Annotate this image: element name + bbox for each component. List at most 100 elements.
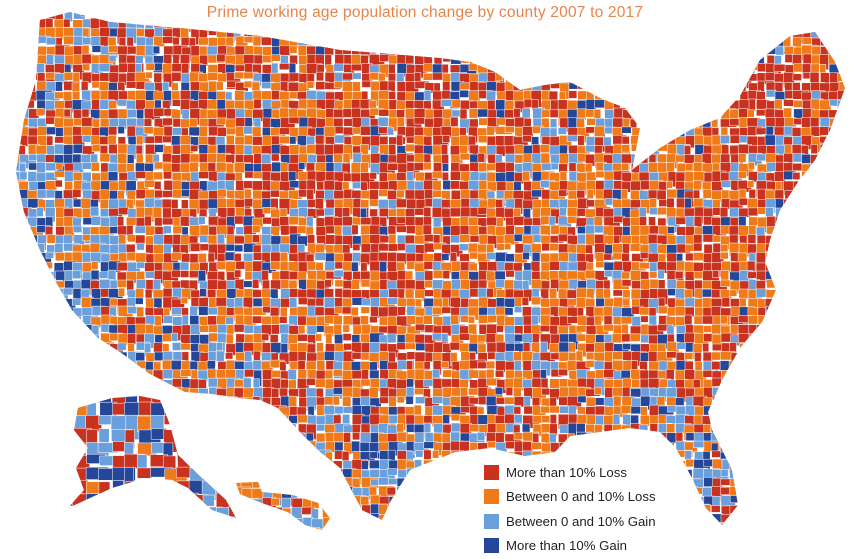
- county-cell: [469, 12, 482, 26]
- county-cell: [388, 36, 401, 44]
- county-cell: [549, 405, 560, 414]
- county-cell: [379, 28, 388, 44]
- county-cell: [658, 100, 669, 116]
- county-cell: [458, 46, 475, 54]
- county-cell: [324, 369, 334, 380]
- county-cell: [748, 379, 757, 393]
- county-cell: [504, 125, 515, 134]
- county-cell: [639, 127, 653, 143]
- county-cell: [19, 12, 31, 26]
- county-cell: [683, 64, 700, 73]
- county-cell: [657, 108, 666, 126]
- county-cell: [748, 334, 767, 348]
- county-cell: [342, 44, 352, 55]
- county-cell: [791, 333, 800, 351]
- county-cell: [18, 352, 36, 364]
- county-cell: [757, 460, 771, 471]
- county-cell: [820, 235, 839, 252]
- county-cell: [595, 297, 606, 307]
- county-cell: [739, 478, 749, 489]
- county-cell: [144, 12, 161, 24]
- county-cell: [64, 441, 78, 457]
- county-cell: [287, 27, 305, 42]
- county-cell: [486, 126, 495, 136]
- county-cell: [630, 81, 644, 92]
- county-cell: [838, 343, 845, 359]
- county-cell: [559, 45, 568, 62]
- county-cell: [784, 342, 795, 359]
- county-cell: [71, 298, 82, 306]
- county-cell: [829, 118, 840, 128]
- county-cell: [774, 297, 792, 316]
- county-cell: [765, 370, 780, 384]
- county-cell: [711, 386, 725, 396]
- county-cell: [216, 396, 228, 413]
- county-cell: [810, 280, 828, 298]
- county-cell: [665, 459, 680, 475]
- county-cell: [801, 243, 810, 253]
- county-cell: [45, 405, 63, 417]
- county-cell: [783, 397, 797, 409]
- county-cell: [477, 442, 488, 456]
- county-cell: [19, 279, 30, 287]
- county-cell: [55, 162, 64, 170]
- county-cell: [576, 190, 586, 199]
- county-cell: [568, 162, 577, 172]
- county-cell: [819, 405, 837, 418]
- county-cell: [837, 171, 845, 188]
- county-cell: [16, 12, 19, 19]
- county-cell: [486, 360, 496, 369]
- county-cell: [387, 12, 399, 20]
- county-cell: [540, 152, 550, 164]
- county-cell: [756, 451, 764, 467]
- county-cell: [810, 325, 823, 343]
- county-cell: [595, 81, 609, 96]
- county-cell: [90, 351, 104, 359]
- county-cell: [440, 45, 458, 58]
- county-cell: [81, 108, 90, 118]
- county-cell: [387, 424, 398, 434]
- county-cell: [307, 36, 321, 46]
- county-cell: [253, 17, 264, 35]
- county-cell: [234, 244, 244, 252]
- county-cell: [324, 396, 334, 406]
- county-cell: [16, 287, 19, 299]
- county-cell: [837, 235, 845, 249]
- county-cell: [18, 17, 32, 27]
- county-cell: [413, 477, 430, 486]
- county-cell: [657, 460, 673, 469]
- county-cell: [657, 297, 666, 307]
- county-cell: [190, 451, 203, 470]
- county-cell: [774, 388, 793, 397]
- county-cell: [631, 46, 644, 61]
- county-cell: [540, 36, 555, 51]
- county-cell: [838, 370, 845, 382]
- county-cell: [414, 28, 428, 38]
- county-cell: [800, 405, 818, 423]
- county-cell: [792, 432, 803, 448]
- county-cell: [135, 288, 145, 299]
- county-cell: [693, 54, 711, 72]
- county-cell: [774, 370, 783, 387]
- county-cell: [324, 279, 332, 288]
- county-cell: [829, 143, 843, 160]
- county-cell: [719, 46, 734, 59]
- county-cell: [827, 243, 845, 253]
- county-cell: [235, 451, 253, 466]
- county-cell: [801, 252, 818, 260]
- county-cell: [800, 262, 808, 279]
- county-cell: [720, 244, 729, 253]
- county-cell: [54, 477, 64, 489]
- county-cell: [846, 208, 850, 221]
- county-cell: [73, 378, 88, 394]
- county-cell: [27, 369, 43, 382]
- county-cell: [721, 90, 731, 107]
- county-cell: [333, 28, 351, 40]
- county-cell: [325, 460, 335, 471]
- county-cell: [819, 253, 836, 263]
- county-cell: [828, 261, 845, 275]
- county-cell: [819, 143, 833, 162]
- county-cell: [747, 387, 756, 405]
- county-cell: [693, 242, 703, 252]
- county-cell: [270, 251, 282, 263]
